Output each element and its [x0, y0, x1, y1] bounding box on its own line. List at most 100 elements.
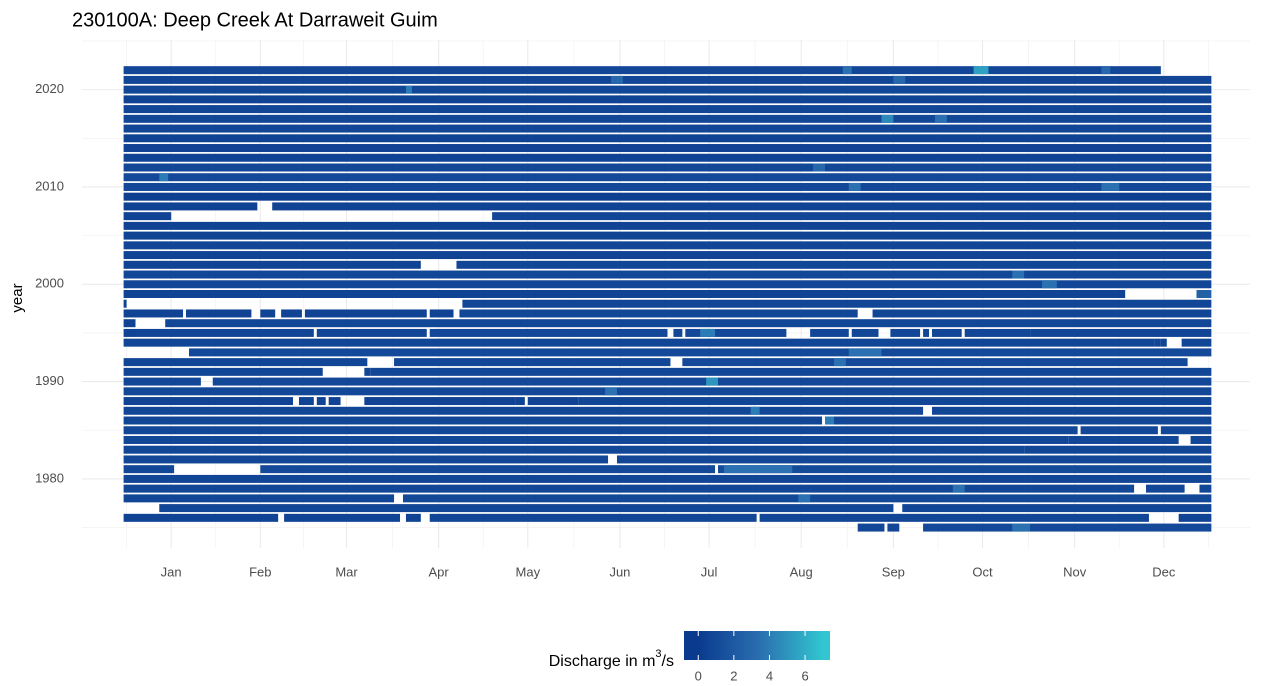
tile-segment: [700, 328, 716, 337]
tile-segment: [887, 523, 900, 532]
x-tick-label: Jun: [609, 564, 630, 579]
x-tick-label: Mar: [335, 564, 358, 579]
x-tick-label: Aug: [790, 564, 813, 579]
tile-segment: [673, 328, 683, 337]
y-tick-label: 2010: [35, 178, 64, 193]
tile-segment: [188, 348, 1212, 357]
tile-segment: [682, 358, 1188, 367]
x-tick-label: Feb: [249, 564, 271, 579]
tile-segment: [833, 358, 846, 367]
tile-segment: [123, 144, 1212, 153]
x-tick-label: Nov: [1063, 564, 1087, 579]
tile-segment: [685, 328, 787, 337]
colorbar-tick-label: 0: [695, 668, 702, 683]
legend-title: Discharge in m3/s: [549, 648, 674, 670]
tile-segment: [281, 309, 302, 318]
tile-segment: [1154, 338, 1161, 347]
tile-segment: [813, 163, 826, 172]
y-tick-label: 1980: [35, 470, 64, 485]
tile-segment: [123, 513, 279, 522]
tile-segment: [881, 114, 894, 123]
tile-segment: [1012, 270, 1025, 279]
tile-segment: [923, 523, 1212, 532]
x-tick-label: May: [516, 564, 541, 579]
tile-segment: [364, 367, 371, 376]
tile-segment: [810, 328, 826, 337]
tile-segment: [605, 387, 617, 396]
tile-segment: [123, 290, 1126, 298]
x-tick-label: Jul: [701, 564, 718, 579]
tile-segment: [848, 348, 882, 357]
tile-segment: [872, 309, 1212, 318]
tile-segment: [851, 328, 879, 337]
tile-segment: [123, 66, 1161, 75]
tile-segment: [260, 465, 716, 474]
tile-segment: [123, 338, 1155, 347]
tile-segment: [459, 309, 858, 318]
tile-segment: [123, 134, 1212, 143]
tile-segment: [123, 358, 368, 367]
tile-segment: [123, 221, 1212, 230]
y-tick-label: 2000: [35, 276, 64, 291]
tile-segment: [462, 299, 1212, 308]
tile-segment: [123, 406, 924, 415]
legend-title-part: /s: [662, 653, 674, 670]
tile-segment: [123, 251, 1212, 260]
tile-segment: [370, 367, 1212, 376]
tile-segment: [825, 416, 834, 425]
colorbar: [684, 631, 830, 660]
tile-segment: [1080, 426, 1158, 435]
tile-segment: [1041, 280, 1057, 289]
tile-segment: [123, 474, 1212, 483]
tile-segment: [1199, 484, 1212, 493]
tile-segment: [123, 212, 172, 221]
tile-segment: [1101, 66, 1111, 75]
tile-segment: [527, 397, 579, 406]
tile-segment: [429, 513, 757, 522]
tile-segment: [123, 182, 1212, 191]
tile-segment: [616, 455, 1212, 464]
tile-segment: [123, 114, 1212, 123]
tile-segment: [952, 484, 965, 493]
tile-segment: [123, 426, 1078, 435]
tile-segment: [394, 358, 671, 367]
tile-segment: [1196, 290, 1212, 298]
tile-segment: [123, 124, 1212, 133]
tile-segment: [364, 397, 516, 406]
tile-segment: [123, 280, 1212, 289]
tile-segment: [405, 513, 421, 522]
tile-segment: [123, 105, 1212, 114]
y-tick-label: 2020: [35, 81, 64, 96]
y-axis-label: year: [9, 283, 26, 312]
tile-segment: [165, 319, 1212, 328]
tile-segment: [964, 328, 1031, 337]
tile-segment: [123, 241, 1212, 250]
tile-segment: [123, 85, 1212, 94]
y-tick-label: 1990: [35, 373, 64, 388]
tile-segment: [1181, 338, 1212, 347]
tile-segment: [798, 494, 811, 503]
tile-segment: [429, 328, 668, 337]
tile-segment: [123, 445, 1025, 454]
tile-segment: [934, 114, 947, 123]
x-tick-label: Dec: [1152, 564, 1176, 579]
colorbar-tick-label: 6: [801, 668, 808, 683]
chart-title: 230100A: Deep Creek At Darraweit Guim: [72, 9, 438, 31]
x-tick-label: Sep: [882, 564, 905, 579]
tile-segment: [123, 494, 395, 503]
tile-segment: [123, 202, 258, 211]
legend-title-part: Discharge in m: [549, 653, 656, 670]
tile-segment: [123, 270, 1212, 279]
tile-segment: [842, 66, 852, 75]
tile-segment: [890, 328, 921, 337]
tile-segment: [260, 309, 276, 318]
tile-segment: [759, 513, 1149, 522]
tile-segment: [1024, 445, 1212, 454]
tile-segment: [1068, 435, 1179, 444]
tile-segment: [611, 75, 623, 84]
tile-segment: [578, 397, 1212, 406]
tile-segment: [456, 260, 1212, 269]
tile-segment: [159, 173, 169, 182]
tile-segment: [159, 504, 894, 513]
